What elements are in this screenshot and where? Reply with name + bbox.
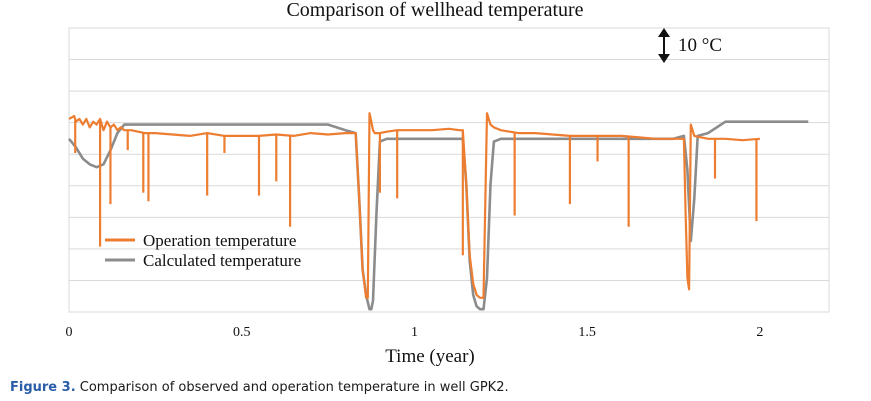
x-axis-ticks: 0 0.5 1 1.5 2 (66, 325, 764, 340)
caption-text: Comparison of observed and operation tem… (75, 380, 509, 395)
legend-item-calculated: Calculated temperature (105, 251, 301, 270)
plot-area-border (68, 27, 830, 313)
series-line-operation (68, 112, 760, 299)
grid-lines (69, 59, 829, 281)
legend-item-operation: Operation temperature (105, 231, 296, 250)
x-tick-label: 0 (66, 325, 73, 340)
legend-label-operation: Operation temperature (143, 231, 296, 250)
series-line-calculated (67, 120, 809, 311)
scale-annotation-label: 10 °C (678, 35, 722, 56)
legend: Operation temperature Calculated tempera… (105, 231, 301, 270)
double-arrow-icon (658, 28, 670, 63)
x-tick-label: 1.5 (578, 325, 596, 340)
legend-label-calculated: Calculated temperature (143, 251, 301, 270)
chart-title: Comparison of wellhead temperature (286, 0, 583, 21)
x-tick-label: 1 (411, 325, 418, 340)
x-axis-label: Time (year) (385, 346, 475, 367)
scale-annotation: 10 °C (658, 28, 722, 63)
caption-label: Figure 3. (10, 380, 76, 395)
x-tick-label: 2 (756, 325, 763, 340)
series-layer (67, 112, 809, 311)
wellhead-temperature-chart: Comparison of wellhead temperature 0 0.5 1… (66, 0, 830, 367)
x-tick-label: 0.5 (233, 325, 251, 340)
figure-caption: Figure 3. Comparison of observed and ope… (10, 380, 509, 395)
